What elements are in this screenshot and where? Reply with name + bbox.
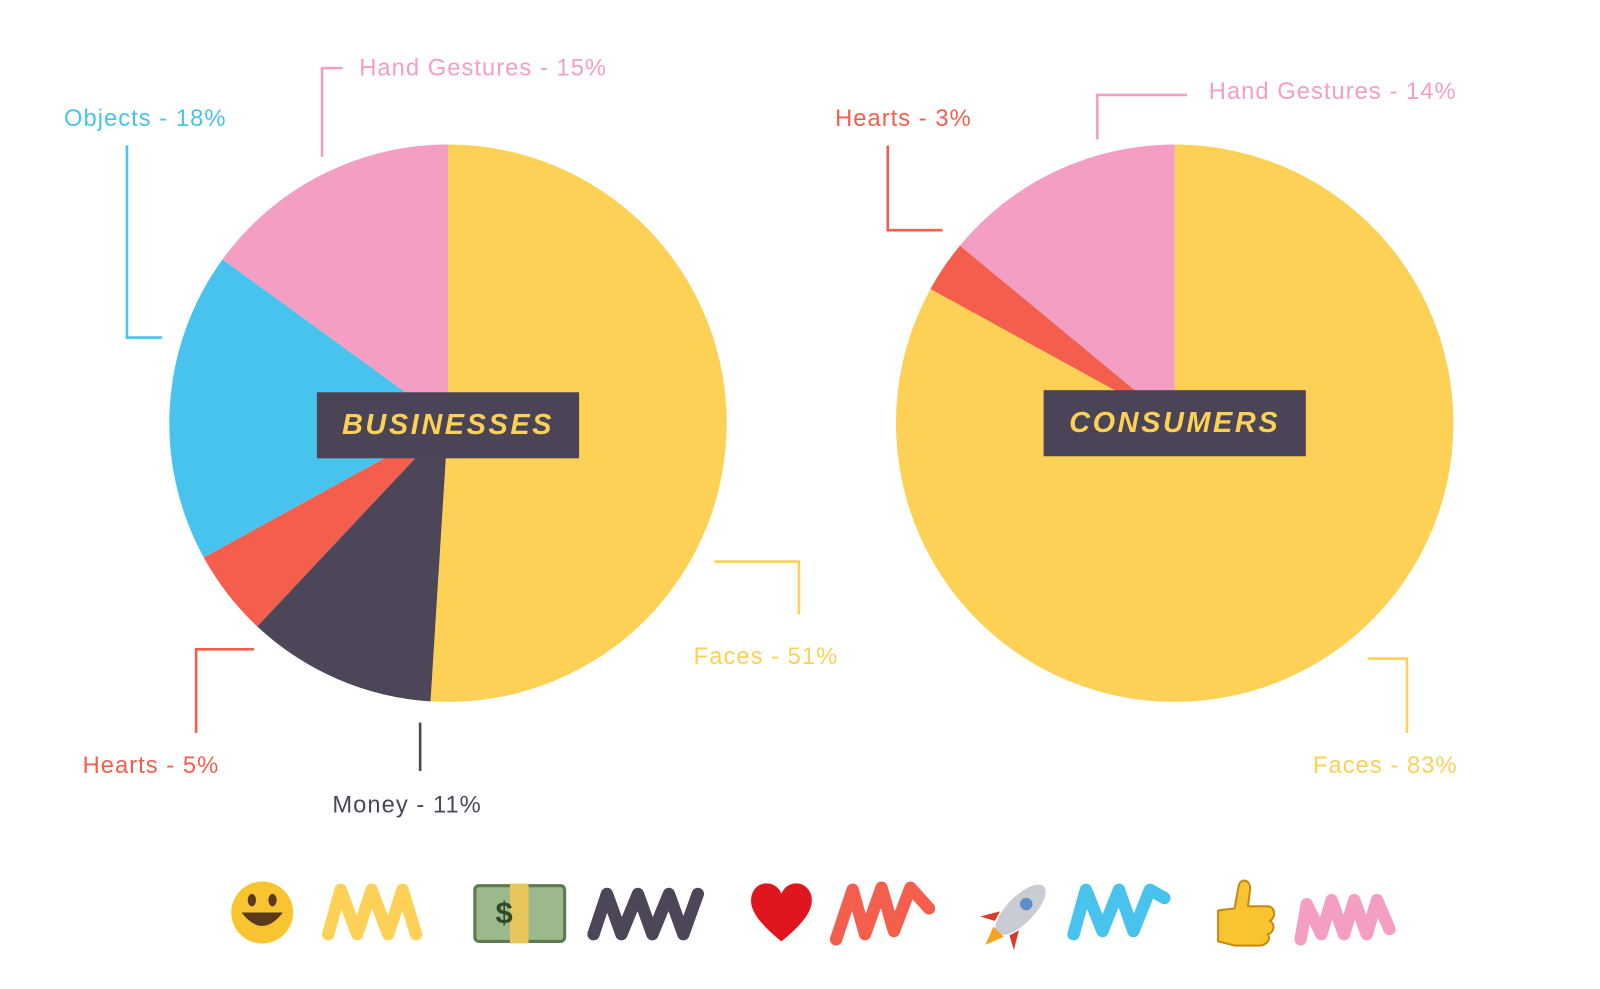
leader-line	[125, 145, 163, 339]
title-box	[1043, 390, 1306, 457]
slice-label: Hearts - 3%	[835, 106, 972, 132]
leader-line	[714, 560, 801, 615]
money-band	[509, 883, 529, 944]
heart-icon	[751, 883, 812, 942]
money-sign: $	[495, 895, 512, 930]
slice-label: Faces - 51%	[694, 644, 839, 670]
pie-chart: Faces - 83% Hearts - 3% Hand Gestures - 14…	[835, 79, 1458, 779]
scribble	[829, 881, 936, 946]
thumb-icon	[1217, 879, 1276, 947]
scribble	[587, 887, 705, 941]
pie-slice	[930, 245, 1175, 424]
chart-title: BUSINESSES	[342, 409, 554, 441]
leader-line	[886, 145, 943, 232]
scribble	[1067, 883, 1171, 941]
pie-chart: Faces - 51% Money - 11% Hearts - 5% Objects…	[64, 55, 839, 818]
leader-line	[194, 647, 254, 733]
leader-line	[1095, 93, 1188, 140]
slice-label: Hand Gestures - 15%	[359, 55, 607, 81]
chart-title: CONSUMERS	[1069, 407, 1280, 439]
scribble	[322, 883, 423, 941]
leader-line	[320, 66, 343, 157]
pie-slice	[169, 259, 449, 558]
emoji-legend: $	[231, 879, 1396, 951]
slice-label: Objects - 18%	[64, 106, 226, 132]
slice-label: Hearts - 5%	[83, 753, 220, 779]
slice-label: Money - 11%	[332, 792, 481, 818]
title-box	[316, 392, 580, 459]
pie-slice	[222, 144, 449, 424]
slice-label: Hand Gestures - 14%	[1209, 79, 1457, 105]
pie-slice	[257, 423, 449, 702]
slice-label: Faces - 83%	[1313, 753, 1458, 779]
leader-line	[1367, 657, 1409, 733]
scribble	[1294, 893, 1396, 946]
pie-slice	[203, 423, 449, 627]
rocket-icon	[980, 884, 1046, 951]
smiley-eye	[268, 893, 277, 907]
smiley-eye	[247, 893, 257, 907]
smiley-mouth	[241, 912, 283, 926]
pie-slice	[959, 144, 1175, 424]
